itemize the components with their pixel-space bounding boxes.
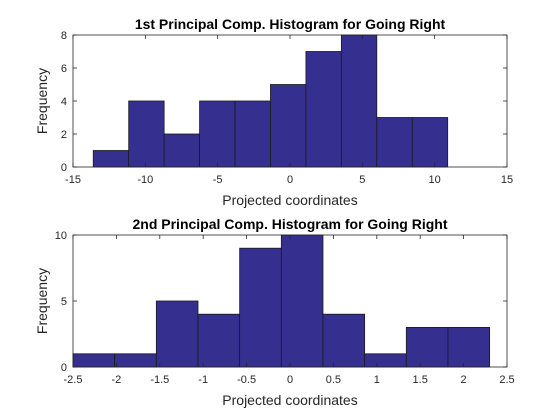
top-bar-5 bbox=[270, 84, 307, 168]
bottom-x-tick-label-5: 0 bbox=[287, 374, 293, 386]
bottom-x-axis-label: Projected coordinates bbox=[222, 392, 357, 408]
bottom-bar-4 bbox=[239, 247, 282, 368]
bottom-x-tick-label-9: 2 bbox=[461, 374, 467, 386]
bottom-chart-title: 2nd Principal Comp. Histogram for Going … bbox=[132, 216, 447, 232]
bottom-bar-8 bbox=[405, 326, 449, 368]
bottom-bar-5 bbox=[280, 234, 324, 368]
bottom-tick-marks bbox=[72, 234, 508, 368]
top-bar-4 bbox=[234, 100, 271, 168]
bottom-bar-3 bbox=[197, 313, 241, 368]
bottom-y-tick-label-0: 0 bbox=[61, 362, 67, 374]
bottom-bar-9 bbox=[447, 326, 491, 368]
top-bar-2 bbox=[163, 133, 200, 168]
bottom-y-tick-label-2: 10 bbox=[55, 230, 67, 242]
bottom-x-tick-label-7: 1 bbox=[374, 374, 380, 386]
bottom-x-tick-label-4: -0.5 bbox=[237, 374, 256, 386]
bottom-bar-0 bbox=[72, 353, 116, 368]
top-y-tick-label-2: 4 bbox=[61, 96, 67, 108]
top-y-axis-label: Frequency bbox=[34, 68, 50, 134]
top-bar-9 bbox=[411, 117, 449, 168]
top-x-tick-label-0: -15 bbox=[65, 174, 81, 186]
top-bar-7 bbox=[340, 34, 378, 168]
top-bar-1 bbox=[128, 100, 165, 168]
top-y-tick-label-4: 8 bbox=[61, 30, 67, 42]
top-y-tick-label-0: 0 bbox=[61, 162, 67, 174]
bottom-x-tick-label-6: 0.5 bbox=[326, 374, 341, 386]
top-x-tick-label-2: -5 bbox=[213, 174, 223, 186]
top-axes-frame bbox=[72, 34, 508, 168]
bottom-x-tick-label-2: -1.5 bbox=[150, 374, 169, 386]
top-x-tick-label-6: 15 bbox=[501, 174, 513, 186]
bottom-x-tick-label-10: 2.5 bbox=[499, 374, 514, 386]
bottom-axes-frame bbox=[72, 234, 508, 368]
top-x-tick-label-1: -10 bbox=[137, 174, 153, 186]
bottom-histogram-panel: 2nd Principal Comp. Histogram for Going … bbox=[34, 216, 515, 408]
top-bar-3 bbox=[199, 100, 236, 168]
bottom-bars bbox=[72, 234, 491, 368]
top-x-tick-label-5: 10 bbox=[429, 174, 441, 186]
top-bars bbox=[92, 34, 449, 168]
bottom-y-tick-label-1: 5 bbox=[61, 296, 67, 308]
top-x-tick-label-3: 0 bbox=[287, 174, 293, 186]
top-x-tick-label-4: 5 bbox=[359, 174, 365, 186]
bottom-bar-1 bbox=[114, 353, 157, 368]
top-bar-8 bbox=[376, 117, 413, 168]
bottom-tick-labels: -2.5 -2 -1.5 -1 -0.5 0 0.5 1 1.5 2 2.5 0 5 10 bbox=[55, 230, 515, 386]
bottom-x-tick-label-1: -2 bbox=[112, 374, 122, 386]
bottom-x-tick-label-3: -1 bbox=[198, 374, 208, 386]
top-histogram-panel: 1st Principal Comp. Histogram for Going … bbox=[34, 16, 513, 208]
top-bar-0 bbox=[92, 150, 130, 168]
bottom-bar-7 bbox=[364, 353, 407, 368]
bottom-bar-2 bbox=[155, 300, 199, 368]
bottom-x-tick-label-8: 1.5 bbox=[413, 374, 428, 386]
top-y-tick-label-1: 2 bbox=[61, 129, 67, 141]
bottom-bar-6 bbox=[322, 313, 366, 368]
top-tick-labels: -15 -10 -5 0 5 10 15 0 2 4 6 8 bbox=[61, 30, 513, 186]
bottom-x-tick-label-0: -2.5 bbox=[64, 374, 83, 386]
top-y-tick-label-3: 6 bbox=[61, 63, 67, 75]
top-x-axis-label: Projected coordinates bbox=[222, 192, 357, 208]
bottom-y-axis-label: Frequency bbox=[34, 268, 50, 334]
top-bar-6 bbox=[305, 51, 342, 168]
top-chart-title: 1st Principal Comp. Histogram for Going … bbox=[135, 16, 446, 32]
